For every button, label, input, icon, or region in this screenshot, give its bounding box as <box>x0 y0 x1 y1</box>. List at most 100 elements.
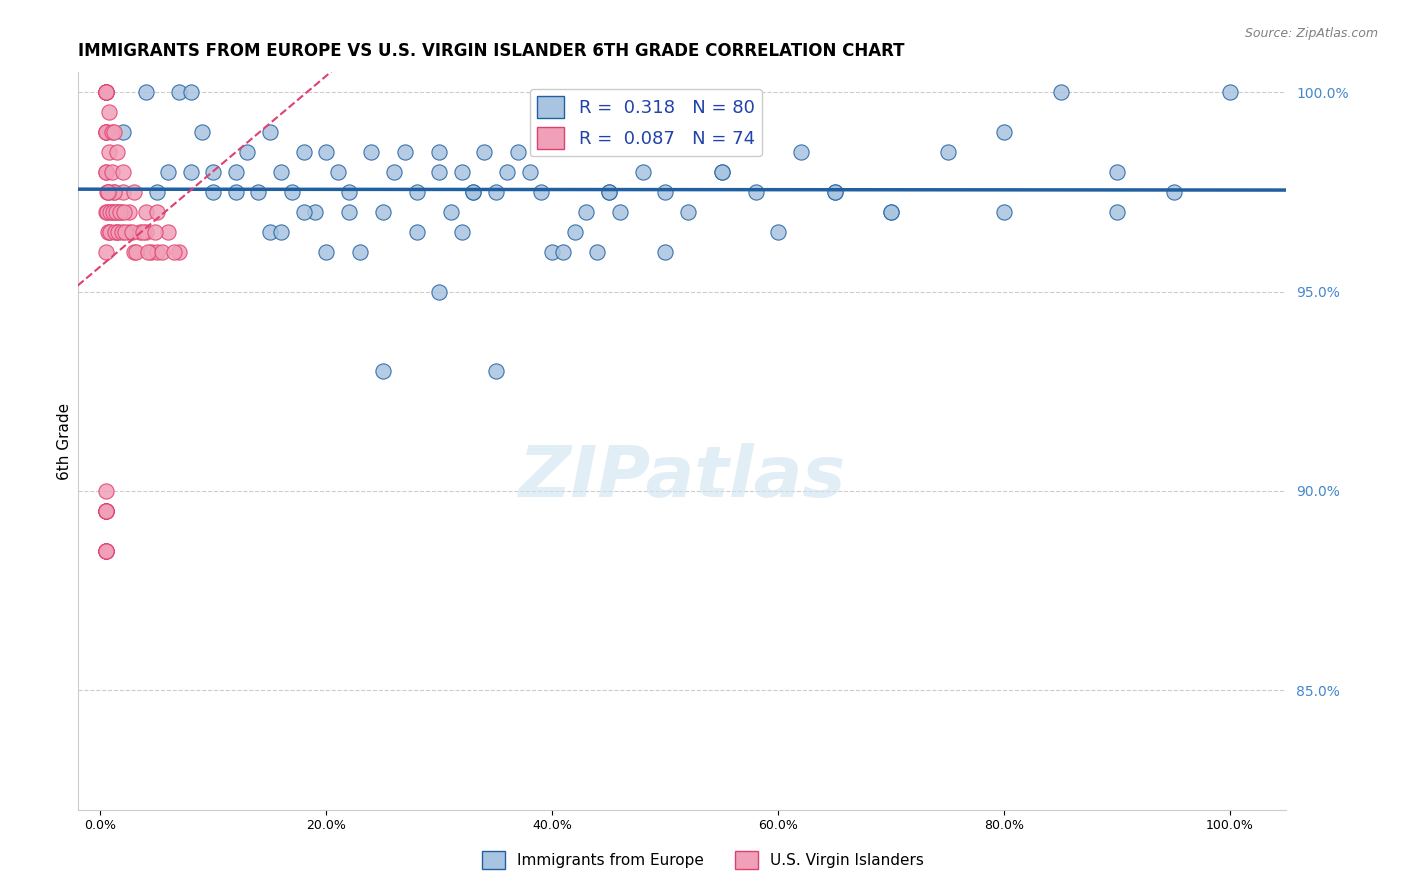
Point <box>94 543 117 558</box>
Point <box>427 165 450 179</box>
Point <box>104 225 127 239</box>
Point <box>103 125 125 139</box>
Point <box>143 225 166 239</box>
Point <box>105 145 128 160</box>
Point <box>575 205 598 219</box>
Point <box>936 145 959 160</box>
Point <box>225 185 247 199</box>
Point <box>485 364 508 378</box>
Point <box>157 225 180 239</box>
Point <box>474 145 496 160</box>
Point <box>450 225 472 239</box>
Point <box>508 145 530 160</box>
Point <box>146 185 169 199</box>
Point <box>97 225 120 239</box>
Point <box>519 165 541 179</box>
Point <box>134 225 156 239</box>
Legend: Immigrants from Europe, U.S. Virgin Islanders: Immigrants from Europe, U.S. Virgin Isla… <box>477 845 929 875</box>
Point <box>141 244 163 259</box>
Point <box>134 205 156 219</box>
Point <box>496 165 519 179</box>
Point <box>405 185 427 199</box>
Point <box>94 86 117 100</box>
Point <box>94 165 117 179</box>
Point <box>620 125 643 139</box>
Point <box>360 145 382 160</box>
Point <box>152 244 174 259</box>
Point <box>94 504 117 518</box>
Point <box>654 185 676 199</box>
Point <box>790 145 813 160</box>
Point <box>146 205 169 219</box>
Point <box>710 165 733 179</box>
Point <box>337 185 360 199</box>
Point <box>485 185 508 199</box>
Point <box>94 165 117 179</box>
Point <box>169 244 191 259</box>
Point <box>122 244 145 259</box>
Point <box>94 504 117 518</box>
Point <box>530 185 553 199</box>
Point <box>98 225 121 239</box>
Point <box>98 145 121 160</box>
Point <box>146 244 169 259</box>
Point <box>553 244 575 259</box>
Point <box>96 205 118 219</box>
Point <box>598 185 620 199</box>
Point <box>121 225 143 239</box>
Legend: R =  0.318   N = 80, R =  0.087   N = 74: R = 0.318 N = 80, R = 0.087 N = 74 <box>530 89 762 156</box>
Point <box>94 543 117 558</box>
Point <box>191 125 214 139</box>
Text: ZIPatlas: ZIPatlas <box>519 443 846 512</box>
Point <box>103 185 125 199</box>
Point <box>114 225 136 239</box>
Point <box>108 205 131 219</box>
Point <box>450 165 472 179</box>
Point <box>292 205 315 219</box>
Point <box>631 165 654 179</box>
Point <box>101 205 124 219</box>
Point <box>247 185 270 199</box>
Point <box>824 185 846 199</box>
Point <box>117 225 139 239</box>
Point <box>111 225 134 239</box>
Point <box>993 125 1015 139</box>
Point <box>1105 205 1128 219</box>
Point <box>94 504 117 518</box>
Point <box>107 225 129 239</box>
Point <box>100 205 122 219</box>
Point <box>382 165 405 179</box>
Point <box>180 165 202 179</box>
Point <box>94 543 117 558</box>
Point <box>94 86 117 100</box>
Point <box>236 145 259 160</box>
Point <box>112 205 135 219</box>
Point <box>105 205 128 219</box>
Point <box>337 205 360 219</box>
Text: Source: ZipAtlas.com: Source: ZipAtlas.com <box>1244 27 1378 40</box>
Point <box>163 244 186 259</box>
Point <box>349 244 371 259</box>
Point <box>315 145 337 160</box>
Point <box>100 125 122 139</box>
Point <box>128 225 150 239</box>
Point <box>405 225 427 239</box>
Point <box>427 145 450 160</box>
Point <box>136 244 159 259</box>
Point <box>94 504 117 518</box>
Point <box>111 165 134 179</box>
Point <box>315 244 337 259</box>
Point <box>94 86 117 100</box>
Point <box>304 205 326 219</box>
Point <box>134 86 156 100</box>
Point <box>180 86 202 100</box>
Point <box>94 86 117 100</box>
Point <box>225 165 247 179</box>
Point <box>94 125 117 139</box>
Point <box>427 285 450 299</box>
Point <box>371 205 394 219</box>
Point <box>94 86 117 100</box>
Point <box>111 185 134 199</box>
Point <box>564 225 586 239</box>
Point <box>169 86 191 100</box>
